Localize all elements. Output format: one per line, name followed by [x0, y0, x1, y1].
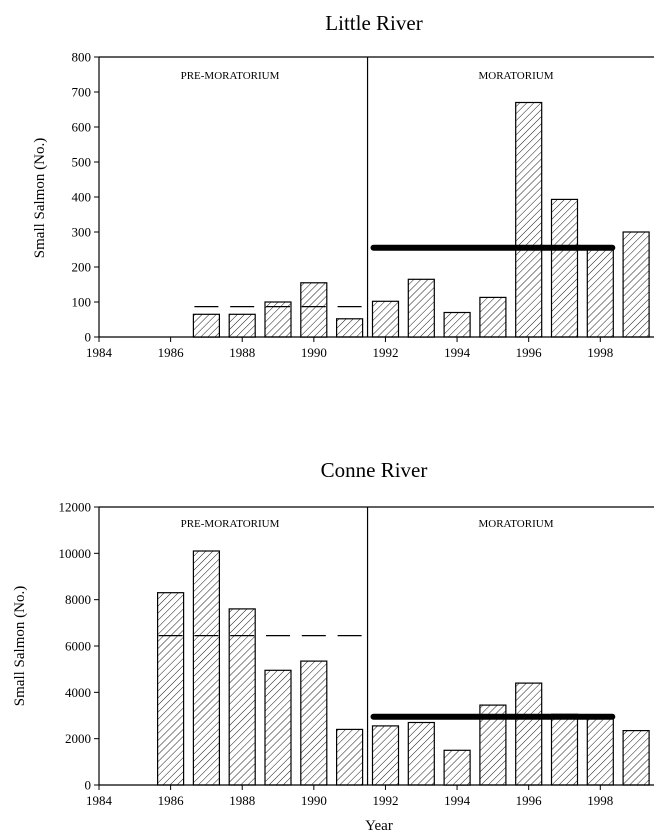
y-tick-label-8000: 8000 [65, 592, 91, 607]
bar-1988 [228, 608, 256, 786]
x-tick-label-1992: 1992 [372, 345, 398, 360]
y-tick-label-500: 500 [72, 155, 92, 170]
y-tick-label-0: 0 [85, 778, 92, 793]
little-river-chart: Little River Small Salmon (No.) PRE-MORA… [32, 11, 654, 360]
bar-1991 [336, 318, 364, 338]
bar-1991 [336, 728, 364, 786]
x-tick-label-1988: 1988 [229, 793, 255, 808]
y-tick-label-800: 800 [72, 50, 92, 65]
bar-1998 [586, 245, 614, 338]
bar-1986 [157, 592, 185, 786]
moratorium-label: MORATORIUM [479, 518, 554, 530]
bar-1987 [192, 550, 220, 786]
bar-1992 [371, 725, 400, 786]
bar-1999 [622, 729, 650, 786]
x-tick-label-1990: 1990 [301, 345, 327, 360]
y-tick-label-300: 300 [72, 225, 92, 240]
x-tick-label-1990: 1990 [301, 793, 327, 808]
moratorium-label: MORATORIUM [479, 70, 554, 82]
bar-1997 [550, 713, 579, 786]
x-tick-label-1996: 1996 [516, 793, 543, 808]
y-tick-label-600: 600 [72, 120, 92, 135]
y-tick-label-12000: 12000 [59, 500, 92, 515]
bar-1989 [264, 669, 292, 786]
mean-lines [158, 634, 616, 720]
y-tick-label-700: 700 [72, 85, 92, 100]
x-tick-label-1988: 1988 [229, 345, 255, 360]
bar-1997 [550, 198, 579, 338]
bar-1993 [407, 721, 435, 786]
pre-moratorium-label: PRE-MORATORIUM [181, 70, 280, 82]
y-tick-label-200: 200 [72, 260, 92, 275]
chart-title: Conne River [321, 458, 428, 482]
bar-group [157, 550, 650, 786]
y-axis-label: Small Salmon (No.) [12, 586, 28, 706]
mean-lines [194, 244, 616, 308]
bar-1996 [515, 682, 543, 786]
axes: 0 100 200 300 400 500 600 700 800 1984 1986 1988 199… [72, 50, 654, 360]
x-tick-label-1998: 1998 [587, 345, 613, 360]
bar-1993 [407, 278, 435, 338]
x-tick-label-1994: 1994 [444, 793, 471, 808]
pre-moratorium-label: PRE-MORATORIUM [181, 518, 280, 530]
x-tick-label-1986: 1986 [158, 345, 185, 360]
x-tick-label-1984: 1984 [86, 345, 113, 360]
bar-1994 [443, 311, 471, 338]
chart-title: Little River [325, 11, 422, 35]
y-tick-label-10000: 10000 [59, 546, 92, 561]
x-tick-label-1986: 1986 [158, 793, 185, 808]
x-axis-label: Year [365, 818, 393, 834]
bar-1996 [515, 101, 543, 338]
y-tick-label-100: 100 [72, 295, 92, 310]
bar-1998 [586, 717, 614, 786]
x-tick-label-1994: 1994 [444, 345, 471, 360]
x-tick-label-1998: 1998 [587, 793, 613, 808]
bar-1987 [192, 313, 220, 338]
axes: 0 2000 4000 6000 8000 10000 12000 1984 1986 1988 1… [59, 500, 654, 808]
bar-1990 [300, 282, 328, 338]
bar-1988 [228, 313, 256, 338]
y-tick-label-400: 400 [72, 190, 92, 205]
bar-1999 [622, 231, 650, 338]
bar-1994 [443, 749, 471, 786]
y-tick-label-6000: 6000 [65, 639, 91, 654]
y-axis-label: Small Salmon (No.) [32, 138, 48, 258]
bar-group [192, 101, 650, 338]
bar-1995 [479, 296, 507, 338]
x-tick-label-1984: 1984 [86, 793, 113, 808]
bar-1990 [300, 660, 328, 786]
y-tick-label-2000: 2000 [65, 731, 91, 746]
y-tick-label-0: 0 [85, 330, 92, 345]
conne-river-chart: Conne River Small Salmon (No.) Year PRE-… [12, 458, 654, 834]
y-tick-label-4000: 4000 [65, 685, 91, 700]
x-tick-label-1992: 1992 [372, 793, 398, 808]
bar-1992 [371, 300, 400, 338]
x-tick-label-1996: 1996 [516, 345, 543, 360]
